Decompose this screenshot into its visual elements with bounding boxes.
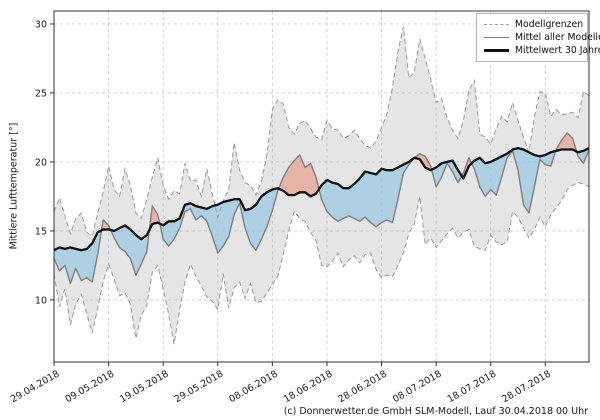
thick-line-icon [484,49,509,52]
legend-label: Mittel aller Modelle [515,32,600,43]
y-tick-label: 30 [35,19,47,30]
model-max-line [53,26,590,238]
below-normal-fill [471,148,556,213]
chart-legend: Modellgrenzen Mittel aller Modelle Mitte… [476,13,600,62]
x-tick-label: 08.06.2018 [227,369,280,406]
x-tick-label: 19.05.2018 [118,369,171,406]
y-axis-label: Mittlere Lufttemperatur [°] [8,122,20,250]
y-tick-label: 15 [35,226,47,237]
below-normal-fill [110,225,150,276]
above-normal-fill [101,219,111,231]
climate-mean-line [53,146,590,252]
y-tick-label: 20 [35,157,47,168]
x-tick-label: 18.07.2018 [446,369,499,406]
x-tick-label: 09.05.2018 [63,369,116,406]
x-tick-label: 28.06.2018 [336,369,389,406]
legend-item-mittel-aller-modelle: Mittel aller Modelle [484,31,600,44]
legend-label: Mittelwert 30 Jahre [515,45,600,56]
x-tick-label: 08.07.2018 [391,369,444,406]
model-mean-line [53,132,590,285]
x-tick-label: 29.04.2018 [9,369,62,406]
legend-item-modellgrenzen: Modellgrenzen [484,18,584,31]
solid-line-icon [484,37,509,38]
below-normal-fill [54,230,102,284]
x-tick-label: 29.05.2018 [173,369,226,406]
legend-item-mittelwert-30-jahre: Mittelwert 30 Jahre [484,44,600,57]
x-tick-label: 28.07.2018 [500,369,553,406]
dashed-line-icon [484,24,509,25]
y-tick-label: 10 [35,295,47,306]
plot-border [53,10,590,363]
y-tick-label: 25 [35,88,47,99]
above-normal-fill [461,157,472,179]
below-normal-fill [319,157,415,227]
copyright-text: (c) Donnerwetter.de GmbH SLM-Modell, Lau… [283,406,588,417]
x-tick-label: 18.06.2018 [282,369,335,406]
legend-label: Modellgrenzen [515,19,584,30]
model-min-line [53,182,590,345]
